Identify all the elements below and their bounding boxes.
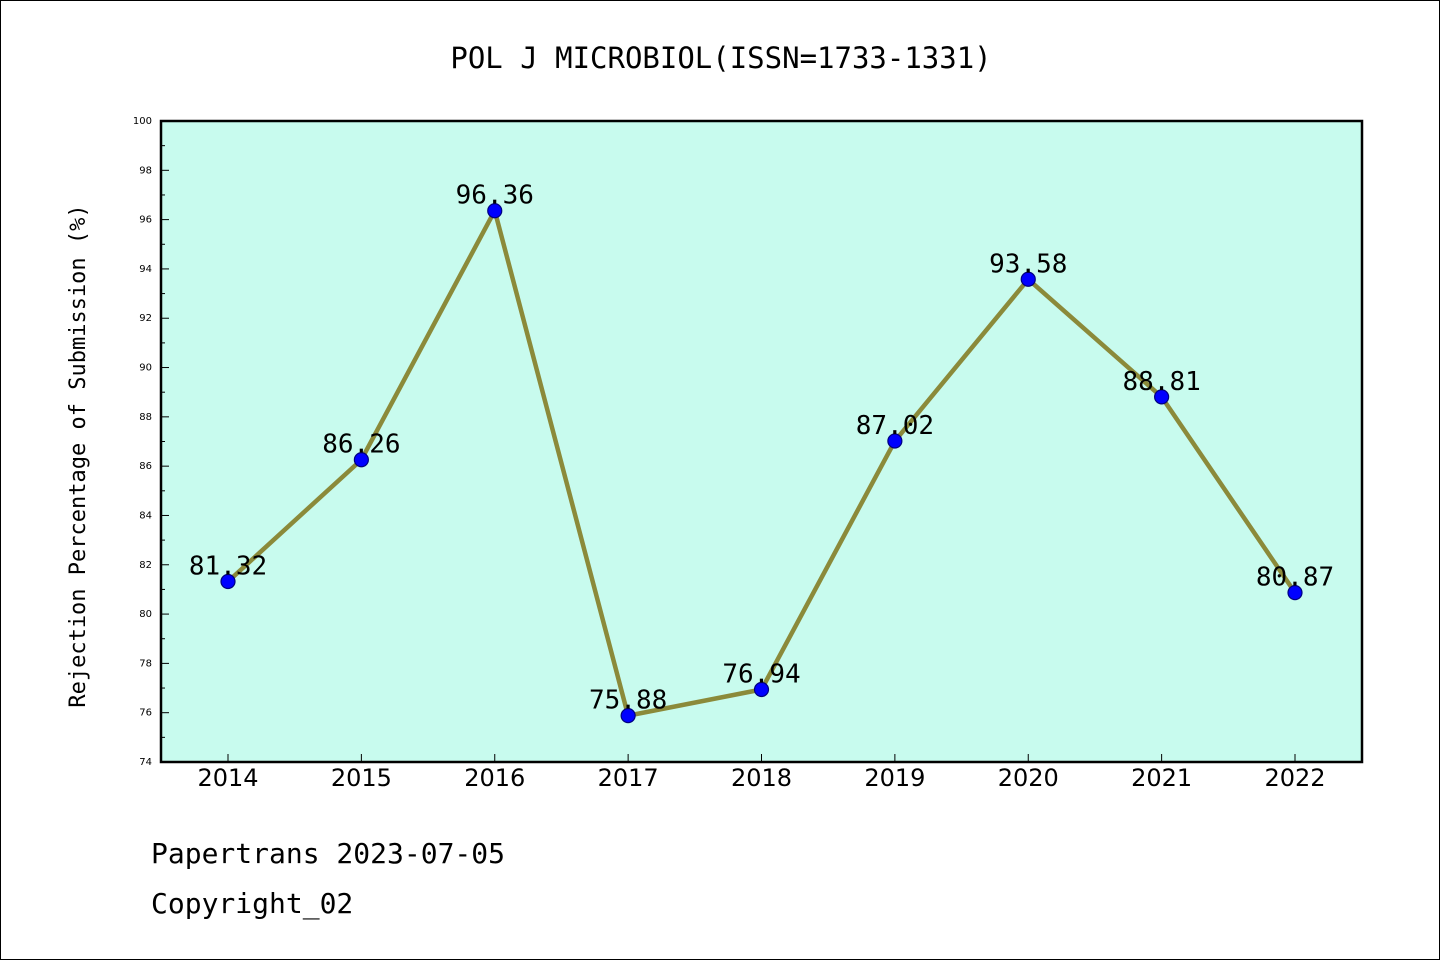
chart-title: POL J MICROBIOL(ISSN=1733-1331)	[450, 41, 991, 75]
x-tick-label: 2014	[197, 764, 258, 792]
y-tick-label: 100	[133, 116, 152, 127]
y-tick-label: 80	[139, 609, 152, 620]
data-label: 88.81	[1122, 367, 1200, 397]
data-label: 96.36	[456, 181, 534, 211]
data-point	[1287, 585, 1303, 601]
footer-date: Papertrans 2023-07-05	[151, 837, 506, 870]
data-label: 76.94	[722, 660, 800, 690]
data-point	[1154, 389, 1170, 405]
data-label: 75.88	[589, 686, 667, 716]
data-point	[753, 681, 770, 698]
data-label: 80.87	[1256, 563, 1334, 593]
data-label: 93.58	[989, 249, 1067, 279]
plot-area	[161, 121, 1362, 762]
x-axis: 2014 2015 2016 2017 2018 2019 2020 2021 2022	[197, 754, 1326, 792]
x-tick-label: 2020	[998, 764, 1059, 792]
y-tick-label: 88	[139, 412, 152, 423]
data-label: 86.26	[322, 430, 400, 460]
y-tick-label: 94	[139, 264, 152, 275]
y-tick-label: 74	[139, 757, 152, 768]
x-tick-label: 2022	[1264, 764, 1325, 792]
data-point	[620, 708, 636, 724]
x-tick-label: 2017	[598, 764, 659, 792]
y-tick-label: 84	[139, 510, 152, 521]
data-point	[887, 433, 903, 449]
data-point	[487, 203, 503, 219]
y-tick-label: 96	[139, 215, 152, 226]
x-tick-label: 2015	[331, 764, 392, 792]
x-tick-label: 2016	[464, 764, 525, 792]
y-tick-label: 86	[139, 461, 152, 472]
y-tick-label: 92	[139, 313, 152, 324]
plot-border	[159, 119, 1364, 764]
x-tick-label: 2018	[731, 764, 792, 792]
data-point	[353, 452, 369, 468]
footer-copyright: Copyright_02	[151, 887, 354, 920]
x-tick-label: 2019	[864, 764, 925, 792]
y-tick-label: 78	[139, 658, 152, 669]
y-tick-label: 98	[139, 165, 152, 176]
series-rejection-rate: 81.32 86.26 96.36 75.88 76.94 87.02 93.58 88.81…	[189, 181, 1334, 724]
y-tick-label: 90	[139, 363, 152, 374]
y-axis-label: Rejection Percentage of Submission (%)	[66, 204, 91, 707]
x-tick-label: 2021	[1131, 764, 1192, 792]
y-tick-label: 82	[139, 560, 152, 571]
y-tick-label: 76	[139, 708, 152, 719]
data-label: 87.02	[856, 411, 934, 441]
data-label: 81.32	[189, 552, 267, 582]
data-point	[1020, 271, 1036, 287]
y-axis: 74 76 78 80 82 84 86 88 90 92 94 96 98 100	[133, 116, 169, 768]
data-point	[220, 573, 236, 590]
